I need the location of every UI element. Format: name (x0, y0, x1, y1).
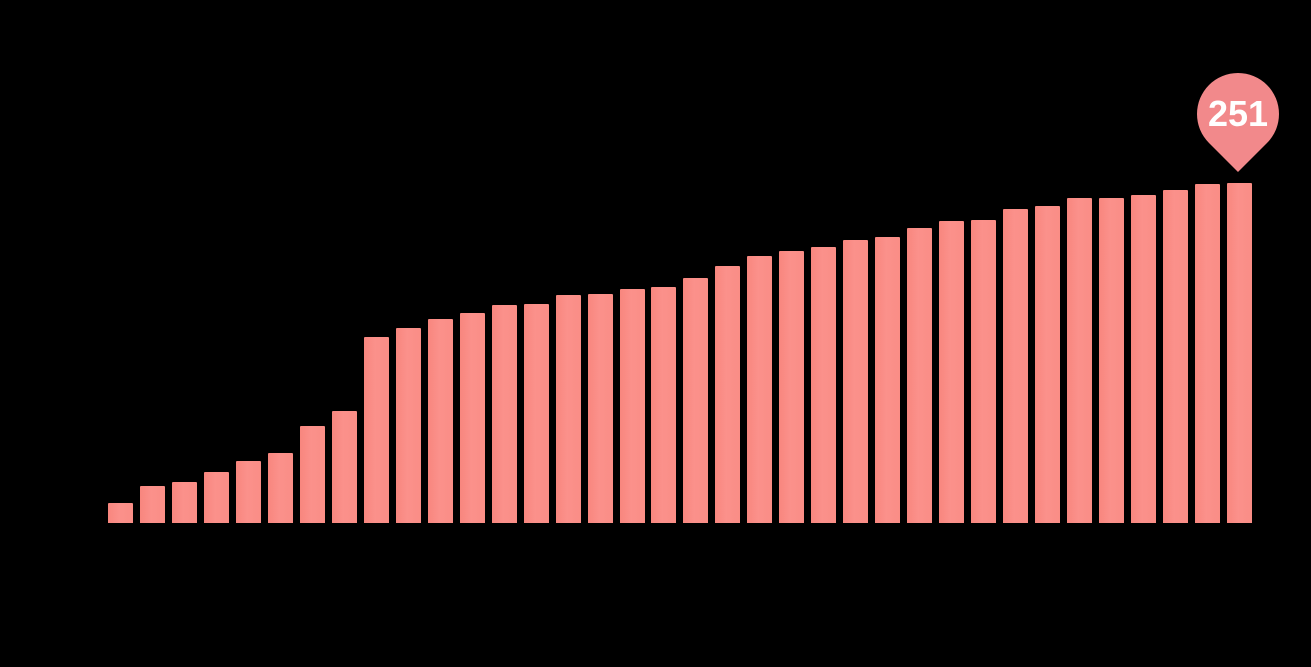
bar (1067, 197, 1093, 523)
bar (171, 482, 197, 523)
bar (939, 220, 965, 523)
bar (235, 460, 261, 523)
bar (139, 486, 165, 523)
bar (555, 295, 581, 523)
bar (843, 239, 869, 523)
value-callout-label: 251 (1207, 93, 1269, 135)
bar (395, 327, 421, 523)
bar (523, 303, 549, 523)
bar (1162, 189, 1188, 523)
bar (715, 265, 741, 523)
bar (747, 256, 773, 523)
bar (907, 227, 933, 523)
bar (875, 237, 901, 523)
value-callout-pin: 251 (1180, 56, 1296, 172)
bar (203, 471, 229, 523)
bar (459, 313, 485, 523)
bar (1099, 197, 1125, 523)
bar (427, 318, 453, 523)
bar (1003, 208, 1029, 523)
bar (683, 277, 709, 523)
bar (1035, 206, 1061, 523)
bar (587, 294, 613, 523)
bar (363, 337, 389, 523)
bar (651, 287, 677, 523)
bar (1131, 195, 1156, 523)
bar (1226, 183, 1252, 523)
bar (811, 246, 837, 523)
bar (619, 288, 645, 523)
bar (267, 452, 293, 523)
bar (331, 410, 357, 523)
bar (971, 219, 997, 523)
bar (108, 502, 133, 523)
bar (491, 304, 517, 523)
bar-chart (108, 183, 1252, 523)
bar (299, 425, 325, 523)
bar (779, 250, 805, 523)
bar (1194, 184, 1220, 523)
